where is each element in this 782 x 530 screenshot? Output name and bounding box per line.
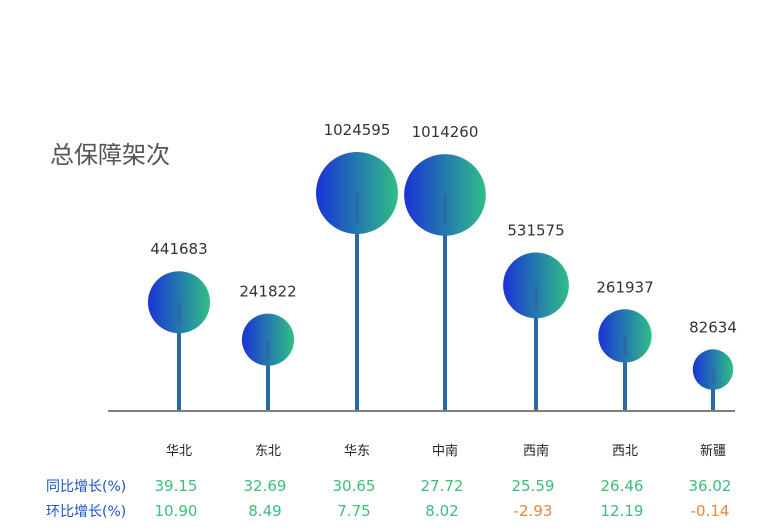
table-cell: 10.90 bbox=[155, 502, 198, 520]
stem-overlay bbox=[711, 369, 715, 385]
lollipop-stem bbox=[266, 339, 270, 410]
stem-overlay bbox=[355, 193, 359, 224]
category-label: 新疆 bbox=[700, 443, 726, 459]
table-cell: 30.65 bbox=[333, 477, 376, 495]
lollipop-stem bbox=[443, 194, 447, 410]
table-cell: 8.02 bbox=[425, 502, 458, 520]
data-label: 1024595 bbox=[324, 121, 391, 139]
data-label: 82634 bbox=[689, 318, 737, 336]
table-cell: 25.59 bbox=[512, 477, 555, 495]
table-cell: 26.46 bbox=[601, 477, 644, 495]
table-row-label: 同比增长(%) bbox=[46, 479, 126, 495]
category-label: 中南 bbox=[432, 443, 458, 459]
table-cell: 32.69 bbox=[244, 477, 287, 495]
chart-marks: 441683 241822 1024595 1014260 531575 261937 82… bbox=[147, 121, 737, 410]
lollipop-stem bbox=[534, 285, 538, 410]
category-label: 华东 bbox=[344, 444, 370, 459]
stem-overlay bbox=[534, 285, 538, 311]
stem-overlay bbox=[266, 339, 270, 360]
data-label: 241822 bbox=[239, 283, 296, 301]
lollipop-stem bbox=[711, 369, 715, 410]
lollipop-ball bbox=[404, 154, 486, 236]
lollipop-stem bbox=[177, 302, 181, 410]
data-label: 1014260 bbox=[412, 123, 479, 141]
data-label: 531575 bbox=[507, 221, 564, 239]
table-cell: 12.19 bbox=[601, 502, 644, 520]
category-label: 西北 bbox=[612, 444, 638, 459]
table-cell: 39.15 bbox=[155, 477, 198, 495]
table-cell: 36.02 bbox=[689, 477, 732, 495]
stem-overlay bbox=[177, 302, 181, 326]
stem-overlay bbox=[623, 335, 627, 356]
category-label: 华北 bbox=[166, 444, 192, 459]
category-label: 东北 bbox=[255, 444, 281, 459]
stem-overlay bbox=[443, 194, 447, 226]
lollipop-stem bbox=[623, 335, 627, 410]
lollipop-stem bbox=[355, 193, 359, 410]
table-cell: 7.75 bbox=[337, 502, 370, 520]
table-cell: -0.14 bbox=[691, 502, 730, 520]
data-label: 441683 bbox=[150, 240, 207, 258]
table-cell: -2.93 bbox=[514, 502, 553, 520]
category-label: 西南 bbox=[523, 443, 549, 459]
table-row-label: 环比增长(%) bbox=[46, 504, 126, 520]
table-cell: 27.72 bbox=[421, 477, 464, 495]
chart-title: 总保障架次 bbox=[50, 141, 170, 169]
data-label: 261937 bbox=[596, 278, 653, 296]
table-cell: 8.49 bbox=[248, 502, 281, 520]
